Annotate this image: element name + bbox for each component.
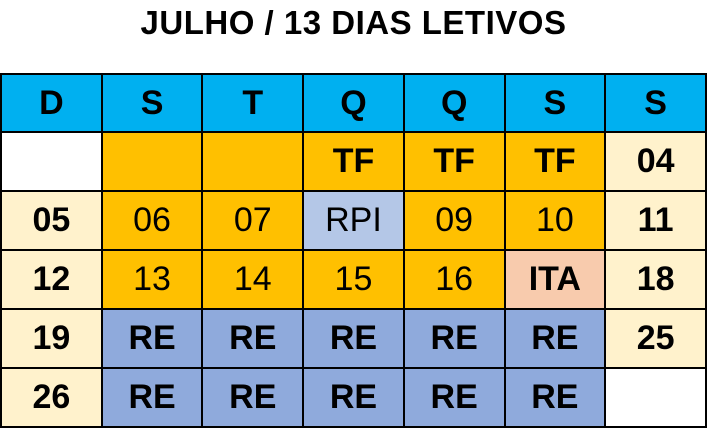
calendar-cell-day: 13 bbox=[100, 249, 204, 310]
header-row: D S T Q Q S S bbox=[0, 73, 707, 133]
calendar-cell-re: RE bbox=[402, 367, 506, 428]
calendar-cell-re: RE bbox=[503, 367, 607, 428]
calendar-cell-re: RE bbox=[402, 308, 506, 369]
calendar-cell-re: RE bbox=[201, 367, 305, 428]
calendar-cell-weekend: 11 bbox=[604, 190, 707, 251]
header-thursday: Q bbox=[402, 73, 506, 133]
calendar-cell-tf: TF bbox=[402, 131, 506, 192]
calendar-cell-day: 14 bbox=[201, 249, 305, 310]
calendar-cell-tf: TF bbox=[503, 131, 607, 192]
calendar-cell-empty bbox=[0, 131, 103, 192]
calendar-cell-day: 16 bbox=[402, 249, 506, 310]
week-row: 26 RE RE RE RE RE bbox=[0, 367, 707, 428]
calendar-cell-weekend: 26 bbox=[0, 367, 103, 428]
week-row: 12 13 14 15 16 ITA 18 bbox=[0, 249, 707, 310]
calendar-cell-weekend: 05 bbox=[0, 190, 103, 251]
header-tuesday: T bbox=[201, 73, 305, 133]
calendar-cell-re: RE bbox=[100, 367, 204, 428]
calendar-cell-re: RE bbox=[201, 308, 305, 369]
header-sunday: D bbox=[0, 73, 103, 133]
calendar-cell-day: 06 bbox=[100, 190, 204, 251]
calendar-cell-weekend: 19 bbox=[0, 308, 103, 369]
calendar-cell-day: 07 bbox=[201, 190, 305, 251]
week-row: TF TF TF 04 bbox=[0, 131, 707, 192]
calendar-cell-rpi: RPI bbox=[302, 190, 405, 251]
calendar-table: D S T Q Q S S TF TF TF 04 05 06 07 RPI 0… bbox=[0, 73, 707, 428]
calendar-cell-tf: TF bbox=[302, 131, 405, 192]
calendar-cell-weekend: 18 bbox=[604, 249, 707, 310]
calendar-cell-empty bbox=[604, 367, 707, 428]
calendar-cell-day: 15 bbox=[302, 249, 405, 310]
week-row: 19 RE RE RE RE RE 25 bbox=[0, 308, 707, 369]
calendar-cell-re: RE bbox=[100, 308, 204, 369]
calendar-cell-weekend: 04 bbox=[604, 131, 707, 192]
header-friday: S bbox=[503, 73, 607, 133]
page-title: JULHO / 13 DIAS LETIVOS bbox=[140, 4, 567, 41]
calendar-cell-re: RE bbox=[503, 308, 607, 369]
calendar-cell-re: RE bbox=[302, 367, 405, 428]
week-row: 05 06 07 RPI 09 10 11 bbox=[0, 190, 707, 251]
calendar-cell-weekend: 25 bbox=[604, 308, 707, 369]
header-saturday: S bbox=[604, 73, 707, 133]
calendar-cell-day: 09 bbox=[402, 190, 506, 251]
header-monday: S bbox=[100, 73, 204, 133]
calendar-cell-weekend: 12 bbox=[0, 249, 103, 310]
calendar-cell-ita: ITA bbox=[503, 249, 607, 310]
calendar-cell-re: RE bbox=[302, 308, 405, 369]
calendar-cell-empty bbox=[100, 131, 204, 192]
calendar-cell-empty bbox=[201, 131, 305, 192]
header-wednesday: Q bbox=[302, 73, 405, 133]
calendar-cell-day: 10 bbox=[503, 190, 607, 251]
